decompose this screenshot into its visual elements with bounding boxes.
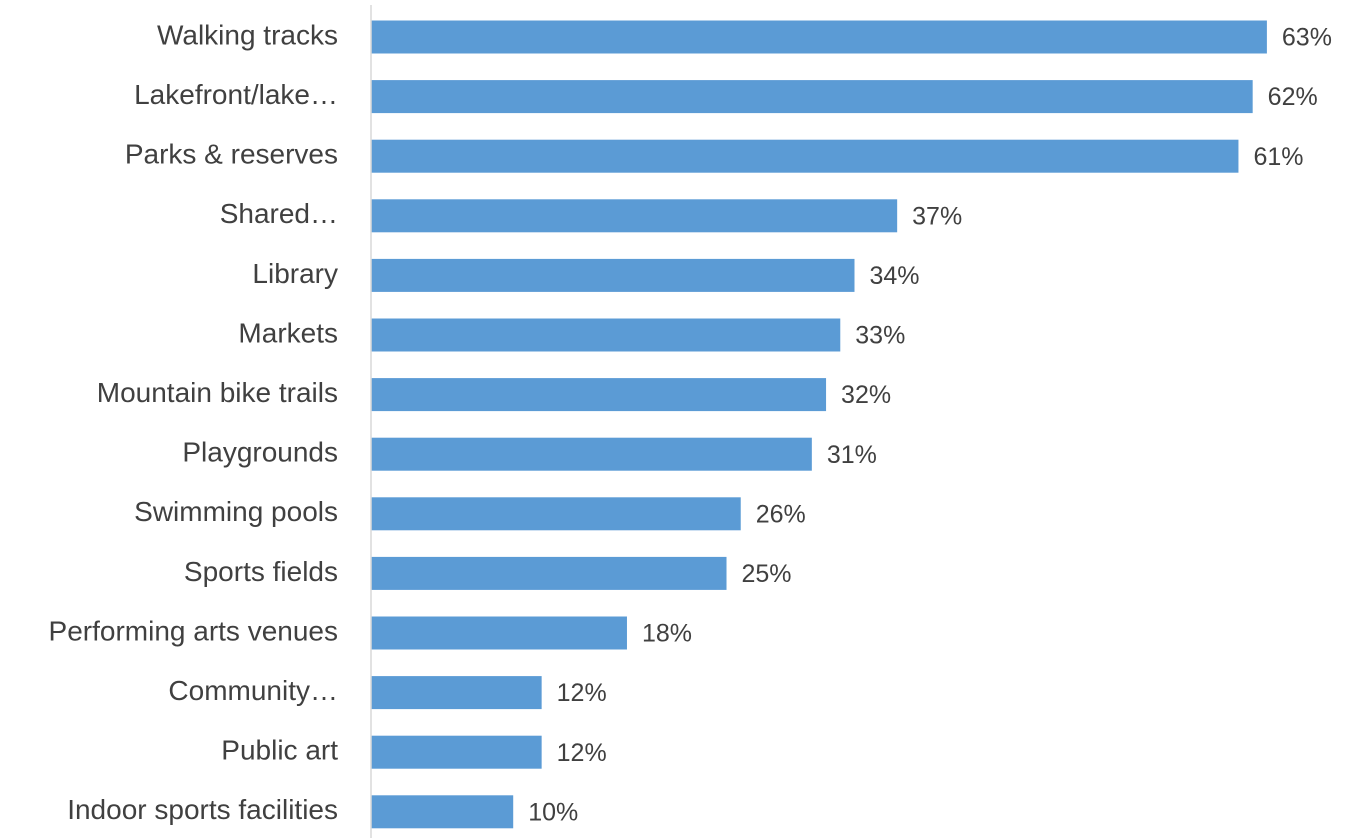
value-label: 18% [642, 620, 692, 648]
category-label: Mountain bike trails [97, 377, 338, 408]
bar [371, 795, 514, 829]
category-label: Public art [221, 735, 338, 766]
bar [371, 676, 542, 710]
value-label: 26% [756, 500, 806, 528]
category-label: Walking tracks [157, 19, 338, 50]
value-label: 37% [912, 202, 962, 230]
value-label: 25% [742, 560, 792, 588]
value-label: 10% [528, 798, 578, 826]
value-label: 63% [1282, 24, 1332, 52]
bar [371, 497, 741, 531]
bar [371, 258, 855, 292]
category-label: Lakefront/lake… [134, 79, 338, 110]
value-label: 32% [841, 381, 891, 409]
bar [371, 556, 727, 590]
bar [371, 318, 841, 352]
category-label: Playgrounds [182, 437, 338, 468]
value-label: 61% [1253, 143, 1303, 171]
bar [371, 80, 1253, 114]
value-label: 33% [855, 322, 905, 350]
bar [371, 20, 1267, 54]
bar [371, 735, 542, 769]
category-label: Library [252, 258, 338, 289]
value-label: 31% [827, 441, 877, 469]
value-label: 34% [870, 262, 920, 290]
value-label: 12% [557, 739, 607, 767]
bar [371, 378, 827, 412]
category-label: Performing arts venues [49, 615, 338, 646]
value-label: 62% [1268, 83, 1318, 111]
bar [371, 437, 812, 471]
value-label: 12% [557, 679, 607, 707]
category-label: Shared… [220, 198, 338, 229]
bar [371, 139, 1239, 173]
category-label: Markets [238, 317, 338, 348]
bar [371, 616, 627, 650]
category-label: Community… [168, 675, 338, 706]
bar [371, 199, 898, 233]
category-label: Swimming pools [134, 496, 338, 527]
category-label: Parks & reserves [125, 139, 338, 170]
category-label: Sports fields [184, 556, 338, 587]
category-label: Indoor sports facilities [67, 794, 338, 825]
